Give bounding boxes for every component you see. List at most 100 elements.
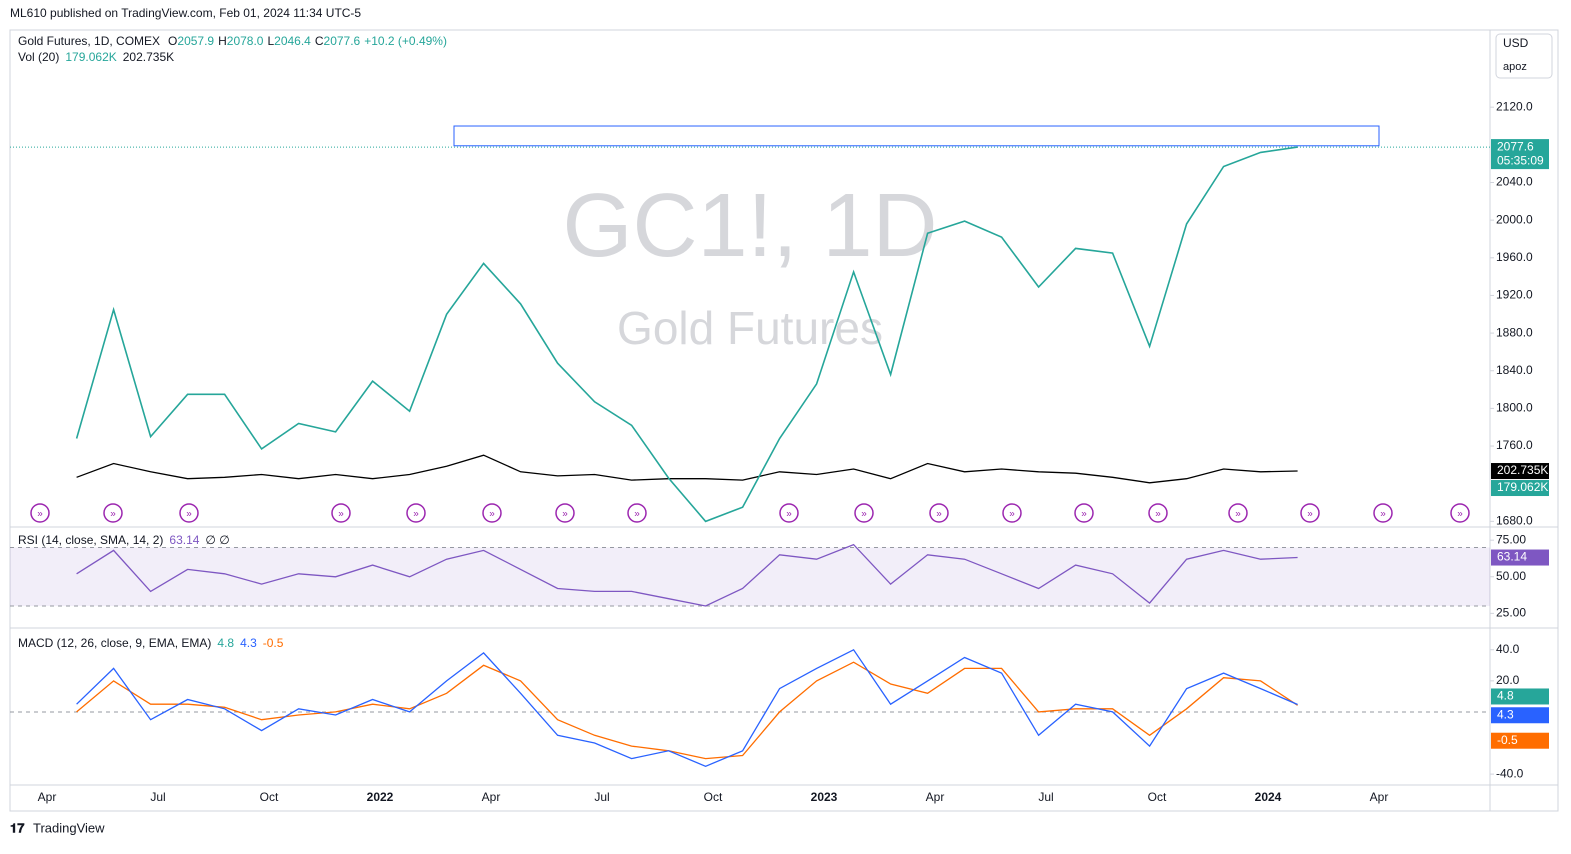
x-tick-label: Jul	[594, 790, 609, 804]
legend-value: 2077.6	[324, 34, 361, 48]
y-tick-label: 40.0	[1496, 642, 1520, 656]
legend-key: C	[315, 34, 324, 48]
volume-value: 179.062K	[65, 50, 116, 64]
chart-frame	[9, 29, 1559, 812]
volume-title: Vol (20)	[18, 50, 59, 64]
event-icon-glyph: »	[1380, 509, 1386, 520]
legend: Gold Futures, 1D, COMEX O2057.9 H2078.0 L20…	[18, 34, 447, 48]
event-icon-glyph: »	[634, 509, 640, 520]
event-icon-glyph: »	[1307, 509, 1313, 520]
macd-title: MACD (12, 26, close, 9, EMA, EMA)	[18, 636, 211, 650]
volume-ma-value: 202.735K	[123, 50, 174, 64]
y-tick-label: 2040.0	[1496, 175, 1533, 189]
event-icon[interactable]	[1148, 503, 1168, 523]
legend-value: 2046.4	[274, 34, 311, 48]
y-tick-label: 1800.0	[1496, 401, 1533, 415]
y-tick-label: 1960.0	[1496, 250, 1533, 264]
rsi-tag: 63.14	[1497, 550, 1527, 564]
event-icon[interactable]	[627, 503, 647, 523]
scale-box[interactable]	[1495, 33, 1553, 79]
macd-legend: MACD (12, 26, close, 9, EMA, EMA) 4.8 4.3-…	[18, 636, 284, 650]
rsi-tag-bg	[1491, 549, 1549, 566]
legend-key: H	[218, 34, 227, 48]
histogram-tag-bg	[1491, 732, 1549, 749]
event-icon-glyph: »	[186, 509, 192, 520]
rsi-line	[76, 543, 1298, 607]
legend-title: Gold Futures, 1D, COMEX	[18, 34, 160, 48]
event-icon-glyph: »	[562, 509, 568, 520]
volume-ma-tag-bg	[1491, 463, 1549, 480]
event-icon[interactable]	[555, 503, 575, 523]
signal-tag-bg	[1491, 707, 1549, 724]
legend-value: 2078.0	[227, 34, 264, 48]
signal-tag: 4.3	[1497, 707, 1514, 721]
y-tick-label: 25.00	[1496, 606, 1526, 620]
footer-logo-mark: 𝟏𝟕	[10, 820, 25, 835]
y-tick-label: 75.00	[1496, 532, 1526, 546]
event-icon-glyph: »	[861, 509, 867, 520]
event-icon-glyph: »	[1081, 509, 1087, 520]
event-icon[interactable]	[929, 503, 949, 523]
event-icon[interactable]	[854, 503, 874, 523]
macd-tag-bg	[1491, 688, 1549, 705]
legend-change: +10.2 (+0.49%)	[364, 34, 447, 48]
event-icon-glyph: »	[786, 509, 792, 520]
price-zone	[453, 125, 1380, 147]
volume-tag-bg	[1491, 480, 1549, 497]
event-icon[interactable]	[30, 503, 50, 523]
price-line	[75, 146, 1298, 523]
event-icon[interactable]	[1450, 503, 1470, 523]
macd-value: 4.8	[217, 636, 234, 650]
x-tick-label: Oct	[1148, 790, 1167, 804]
footer-brand: TradingView	[33, 820, 105, 835]
rsi-extra: ∅ ∅	[205, 533, 229, 547]
publisher-line: ML610 published on TradingView.com, Feb …	[10, 6, 361, 20]
x-tick-label: Apr	[482, 790, 501, 804]
event-icon[interactable]	[1228, 503, 1248, 523]
macd-tag: 4.8	[1497, 689, 1514, 703]
volume-legend: Vol (20) 179.062K 202.735K	[18, 50, 174, 64]
event-icon[interactable]	[1300, 503, 1320, 523]
event-icon[interactable]	[179, 503, 199, 523]
event-icon[interactable]	[779, 503, 799, 523]
countdown: 05:35:09	[1497, 153, 1544, 167]
x-tick-label: Apr	[1370, 790, 1389, 804]
event-icon-glyph: »	[338, 509, 344, 520]
event-icon-glyph: »	[489, 509, 495, 520]
histogram-tag: -0.5	[1497, 733, 1518, 747]
x-tick-label: Apr	[38, 790, 57, 804]
event-icon[interactable]	[1373, 503, 1393, 523]
volume-ma-tag: 202.735K	[1497, 463, 1548, 477]
rsi-band	[10, 547, 1490, 607]
y-tick-label: 2120.0	[1496, 99, 1533, 113]
event-icon[interactable]	[406, 503, 426, 523]
rsi-value: 63.14	[169, 533, 199, 547]
watermark-symbol: GC1!, 1D	[562, 176, 937, 276]
volume-ma-line	[76, 454, 1298, 484]
x-tick-label: 2023	[811, 790, 838, 804]
y-tick-label: 1840.0	[1496, 363, 1533, 377]
x-tick-label: Jul	[1038, 790, 1053, 804]
legend-key: O	[168, 34, 177, 48]
x-tick-label: Oct	[704, 790, 723, 804]
event-icon-glyph: »	[37, 509, 43, 520]
y-tick-label: -40.0	[1496, 766, 1524, 780]
event-icon-glyph: »	[1155, 509, 1161, 520]
x-tick-label: Jul	[150, 790, 165, 804]
event-icon-glyph: »	[1457, 509, 1463, 520]
x-tick-label: Apr	[926, 790, 945, 804]
event-icon[interactable]	[1002, 503, 1022, 523]
histogram-value: -0.5	[263, 636, 284, 650]
event-icon-glyph: »	[110, 509, 116, 520]
y-tick-label: 50.00	[1496, 569, 1526, 583]
event-icon[interactable]	[331, 503, 351, 523]
macd-line	[76, 648, 1298, 768]
last-price-tag: 2077.6	[1497, 139, 1534, 153]
legend-key: L	[267, 34, 274, 48]
event-icon[interactable]	[482, 503, 502, 523]
event-icon[interactable]	[1074, 503, 1094, 523]
event-icon-glyph: »	[1009, 509, 1015, 520]
rsi-title: RSI (14, close, SMA, 14, 2)	[18, 533, 163, 547]
event-icon[interactable]	[103, 503, 123, 523]
